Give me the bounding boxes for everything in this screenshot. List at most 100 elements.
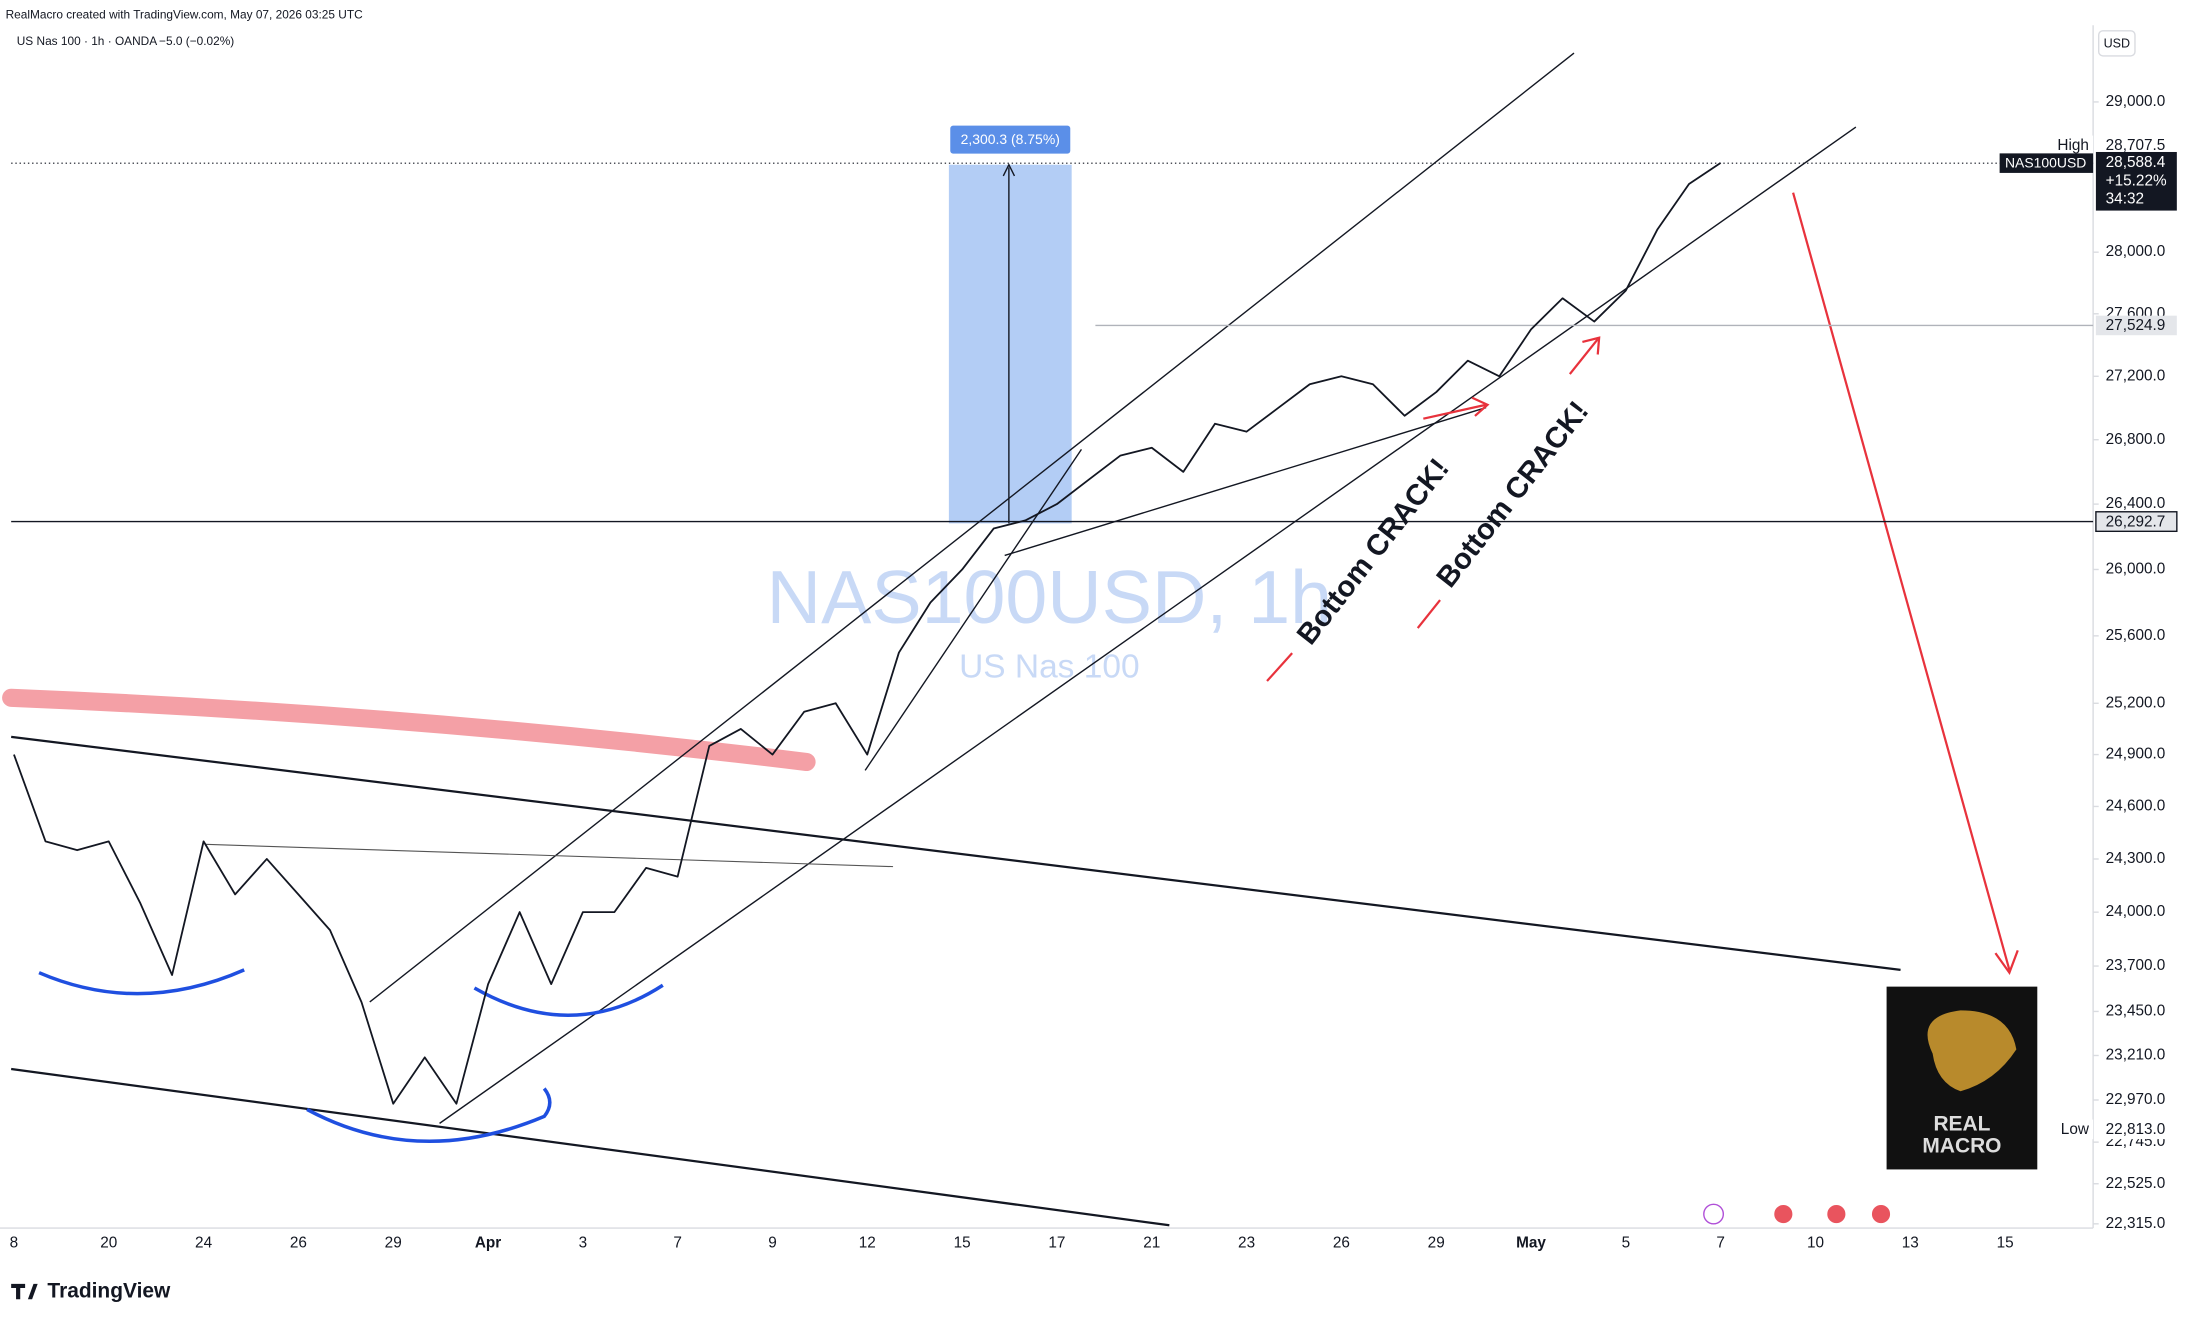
brand-logo	[11, 1283, 38, 1300]
x-tick-label: 29	[1428, 1234, 1445, 1251]
price-tag-box	[2051, 135, 2094, 156]
wedge-line	[1004, 406, 1487, 557]
x-tick-label: 3	[579, 1234, 588, 1251]
x-tick-label: 23	[1238, 1234, 1255, 1251]
y-tick-label: 25,600.0	[2106, 627, 2166, 644]
x-tick-label: 24	[195, 1234, 213, 1251]
x-tick-label: 7	[673, 1234, 682, 1251]
x-tick-label: 21	[1143, 1234, 1160, 1251]
brand: TradingView	[47, 1280, 171, 1303]
x-tick-label: 5	[1622, 1234, 1631, 1251]
last-percent: +15.22%	[2106, 172, 2167, 189]
event-icon	[1703, 1203, 1725, 1225]
y-tick-label: 26,800.0	[2106, 431, 2166, 448]
currency-box	[2097, 30, 2136, 57]
last-price: 28,588.4	[2106, 154, 2166, 171]
last-price-box	[2095, 151, 2177, 211]
left-shoulder	[38, 968, 245, 996]
last-countdown: 34:32	[2106, 190, 2144, 207]
watermark-description: US Nas 100	[959, 648, 1139, 685]
logo-lion	[1927, 1010, 2017, 1092]
target-arrowhead	[1994, 949, 2019, 976]
price-tag-box	[2051, 1119, 2094, 1140]
y-tick-label: 24,000.0	[2106, 903, 2166, 920]
logo-text: REAL	[1933, 1112, 1990, 1135]
y-tick-label: 25,200.0	[2106, 694, 2166, 711]
drawings	[11, 52, 1901, 1227]
y-tick-label: 27,200.0	[2106, 367, 2166, 384]
x-tick-label: 26	[1333, 1234, 1350, 1251]
logo-text: MACRO	[1922, 1135, 2001, 1158]
currency: USD	[2104, 36, 2130, 50]
crack-arrow	[1568, 338, 1599, 375]
price-label: 28,707.5	[2106, 137, 2166, 154]
crack-dash	[1416, 599, 1441, 629]
price-label: 22,813.0	[2106, 1121, 2166, 1138]
x-tick-label: 13	[1902, 1234, 1919, 1251]
x-tick-label: 17	[1048, 1234, 1065, 1251]
crack-dash	[1266, 652, 1293, 682]
price-label: 26,292.7	[2106, 513, 2166, 530]
red-arrows	[1266, 192, 2019, 976]
neckline	[205, 843, 894, 868]
x-tick-label: 10	[1807, 1234, 1824, 1251]
x-tick-label: 26	[290, 1234, 307, 1251]
head	[306, 1087, 552, 1143]
y-tick-label: 24,900.0	[2106, 746, 2166, 763]
descending-lower	[11, 1067, 1170, 1227]
x-tick-label: 29	[385, 1234, 402, 1251]
y-tick-label: 23,450.0	[2106, 1002, 2166, 1019]
price-label-box	[2095, 135, 2177, 156]
price-line-series	[13, 162, 1722, 1105]
x-tick-label: Apr	[475, 1234, 501, 1251]
x-tick-label: 15	[954, 1234, 971, 1251]
crack-arrow	[1423, 403, 1487, 420]
descending-upper	[11, 735, 1901, 971]
measure-arrowhead	[1002, 163, 1016, 177]
y-tick-label: 23,700.0	[2106, 957, 2166, 974]
price-label-box	[2095, 1119, 2177, 1140]
price-label-box	[2095, 315, 2177, 336]
x-tick-label: 15	[1997, 1234, 2014, 1251]
y-tick-label: 24,600.0	[2106, 798, 2166, 815]
last-symbol: NAS100USD	[2005, 155, 2086, 171]
credit: RealMacro created with TradingView.com, …	[6, 8, 363, 22]
moving-average	[2, 688, 816, 772]
event-icon	[1870, 1203, 1892, 1225]
last-symbol-box	[1999, 153, 2094, 173]
crack-arrowhead	[1471, 396, 1490, 417]
x-tick-label: 8	[10, 1234, 19, 1251]
right-shoulder	[473, 983, 664, 1017]
price-label: 27,524.9	[2106, 317, 2166, 334]
x-tick-label: 12	[859, 1234, 876, 1251]
x-tick-label: 9	[768, 1234, 777, 1251]
price-tag: High	[2057, 137, 2089, 154]
pattern-curves	[38, 968, 664, 1143]
measure-box	[948, 164, 1072, 524]
price-tag: Low	[2061, 1121, 2090, 1138]
x-tick-label: 7	[1716, 1234, 1725, 1251]
y-tick-label: 22,315.0	[2106, 1215, 2166, 1232]
x-tick-label: May	[1516, 1234, 1546, 1251]
y-tick-label: 28,000.0	[2106, 243, 2166, 260]
channel-lower	[439, 126, 1857, 1124]
event-icon	[1825, 1203, 1847, 1225]
y-tick-label: 22,970.0	[2106, 1091, 2166, 1108]
target-arrow	[1792, 192, 2011, 971]
y-tick-label: 29,000.0	[2106, 93, 2166, 110]
channel-upper	[369, 52, 1575, 1003]
y-tick-label: 26,000.0	[2106, 561, 2166, 578]
y-tick-label: 26,400.0	[2106, 495, 2166, 512]
symbol-info: US Nas 100 · 1h · OANDA	[17, 34, 157, 48]
y-tick-label: 22,525.0	[2106, 1175, 2166, 1192]
crack-arrowhead	[1582, 336, 1601, 355]
measure-label-box	[950, 125, 1071, 154]
price-label-box	[2095, 511, 2178, 533]
event-icon	[1772, 1203, 1794, 1225]
measure-label: 2,300.3 (8.75%)	[961, 131, 1060, 147]
symbol-change: −5.0 (−0.02%)	[159, 34, 234, 48]
x-tick-label: 20	[100, 1234, 117, 1251]
trend-line	[864, 449, 1083, 771]
